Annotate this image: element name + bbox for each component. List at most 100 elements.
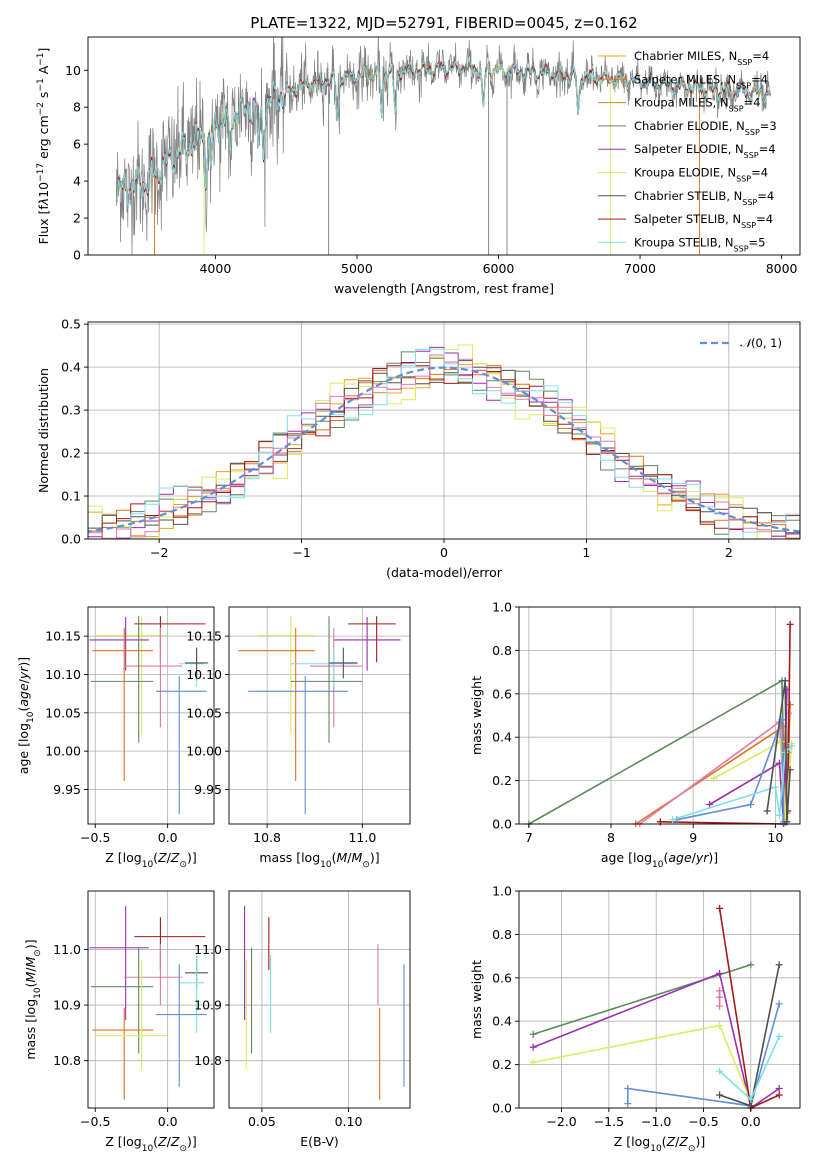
y-axis-label: mass [log10(M/M⊙)] xyxy=(23,939,43,1059)
gaussian-reference-curve xyxy=(88,366,800,533)
x-tick-label: −1.0 xyxy=(641,1114,671,1129)
x-tick-label: 2 xyxy=(725,545,733,560)
massweight-marker xyxy=(624,1084,632,1092)
y-axis-label: mass weight xyxy=(469,960,484,1039)
y-axis-label: mass weight xyxy=(469,676,484,755)
x-tick-label: 8000 xyxy=(766,261,798,276)
y-tick-label: 0.2 xyxy=(492,1057,512,1072)
massweight-marker xyxy=(716,904,724,912)
massweight-marker xyxy=(777,738,785,746)
massweight-marker xyxy=(716,1022,724,1030)
errorbar-plot-area xyxy=(238,616,401,815)
y-tick-label: 0.0 xyxy=(492,817,512,832)
residual-histogram-step xyxy=(88,346,800,539)
errorbar-plot-area xyxy=(89,616,209,815)
x-tick-label: −1.5 xyxy=(594,1114,624,1129)
y-axis-label: Normed distribution xyxy=(36,368,51,493)
y-tick-label: 11.0 xyxy=(53,942,81,957)
y-tick-label: 8 xyxy=(73,100,81,115)
y-tick-label: 10.05 xyxy=(186,705,222,720)
y-tick-label: 9.95 xyxy=(53,782,81,797)
y-tick-label: 10.8 xyxy=(194,1053,222,1068)
y-tick-label: 0.8 xyxy=(492,927,512,942)
legend-entry: Kroupa STELIB, NSSP=5 xyxy=(634,235,765,253)
x-tick-label: −2.0 xyxy=(546,1114,576,1129)
legend-entry: 𝒩(0, 1) xyxy=(740,336,782,350)
x-tick-label: 0.0 xyxy=(158,1114,178,1129)
y-tick-label: 0.0 xyxy=(492,1101,512,1116)
massweight-vs-age-panel: 7 8 9 10 0.0 0.2 0.4 0.6 0.8 1.0 age [log10(age/yr… xyxy=(469,600,801,870)
x-tick-label: 4000 xyxy=(199,261,231,276)
x-tick-label: 5000 xyxy=(341,261,373,276)
massweight-marker xyxy=(775,811,783,819)
y-tick-label: 10.10 xyxy=(45,667,81,682)
massweight-marker xyxy=(716,1002,724,1010)
massweight-marker xyxy=(775,961,783,969)
massweight-marker xyxy=(786,766,794,774)
y-tick-label: 0.2 xyxy=(61,446,81,461)
residual-histogram-step xyxy=(88,362,800,539)
x-tick-label: 10 xyxy=(767,830,783,845)
axes-frame xyxy=(228,890,411,1109)
y-tick-label: 10.9 xyxy=(194,998,222,1013)
x-tick-label: 0.0 xyxy=(741,1114,761,1129)
y-tick-label: 0.8 xyxy=(492,643,512,658)
age-vs-metallicity-panel: −0.5 0.0 9.95 10.00 10.05 10.10 10.15 Z [log10(… xyxy=(16,606,215,870)
y-tick-label: 10.00 xyxy=(186,744,222,759)
x-tick-label: 0.0 xyxy=(158,830,178,845)
y-tick-label: 10.8 xyxy=(53,1053,81,1068)
y-tick-label: 10.9 xyxy=(53,998,81,1013)
massweight-series-line xyxy=(626,1003,780,1107)
legend-entry: Kroupa ELODIE, NSSP=4 xyxy=(634,166,768,184)
y-tick-label: 0.6 xyxy=(492,970,512,985)
x-tick-label: −0.5 xyxy=(688,1114,718,1129)
legend-entry: Chabrier STELIB, NSSP=4 xyxy=(634,189,774,207)
legend-entry: Salpeter MILES, NSSP=4 xyxy=(634,72,768,90)
y-tick-label: 10.15 xyxy=(186,629,222,644)
x-tick-label: 7000 xyxy=(624,261,656,276)
y-tick-label: 0.6 xyxy=(492,686,512,701)
x-tick-label: 7 xyxy=(525,830,533,845)
legend-entry: Chabrier MILES, NSSP=4 xyxy=(634,49,769,67)
y-tick-label: 9.95 xyxy=(194,782,222,797)
residual-histogram-step xyxy=(88,354,800,539)
y-tick-label: 10.10 xyxy=(186,667,222,682)
x-axis-label: Z [log10(Z/Z⊙)] xyxy=(614,1134,706,1154)
y-tick-label: 0.4 xyxy=(61,360,81,375)
massweight-series-line xyxy=(532,964,752,1035)
x-tick-label: 11.0 xyxy=(348,830,376,845)
x-tick-label: −2 xyxy=(150,545,168,560)
massweight-plot-area xyxy=(529,904,783,1111)
massweight-marker xyxy=(786,620,794,628)
x-tick-label: 10.8 xyxy=(253,830,281,845)
axes-frame xyxy=(87,606,215,825)
y-tick-label: 2 xyxy=(73,211,81,226)
x-tick-label: 0.05 xyxy=(248,1114,276,1129)
y-tick-label: 0.3 xyxy=(61,403,81,418)
massweight-marker xyxy=(624,1100,632,1108)
massweight-series-line xyxy=(532,972,780,1110)
axes-frame xyxy=(87,36,801,256)
age-vs-mass-panel: 10.8 11.0 9.95 10.00 10.05 10.10 10.15 mass [lo… xyxy=(186,606,411,870)
y-tick-label: 0.5 xyxy=(61,317,81,332)
chart-title: PLATE=1322, MJD=52791, FIBERID=0045, z=0… xyxy=(250,14,637,32)
x-tick-label: −1 xyxy=(292,545,310,560)
massweight-marker xyxy=(747,961,755,969)
axes-frame xyxy=(87,890,215,1109)
axes-frame xyxy=(518,890,801,1109)
x-tick-label: 8 xyxy=(607,830,615,845)
spectrum-panel: 4000 5000 6000 7000 8000 0 2 4 6 8 10 wavelength [A… xyxy=(36,14,801,296)
massweight-marker xyxy=(781,748,789,756)
y-tick-label: 10.00 xyxy=(45,744,81,759)
massweight-marker xyxy=(716,987,724,995)
massweight-series-line xyxy=(528,679,790,825)
x-tick-label: 0.10 xyxy=(335,1114,363,1129)
x-axis-label: age [log10(age/yr)] xyxy=(601,850,718,870)
y-tick-label: 10.15 xyxy=(45,629,81,644)
massweight-marker xyxy=(529,1043,537,1051)
x-axis-label: E(B-V) xyxy=(300,1134,339,1149)
massweight-plot-area xyxy=(525,620,796,827)
spectrum-plot-area xyxy=(115,37,771,255)
axes-frame xyxy=(228,606,411,825)
